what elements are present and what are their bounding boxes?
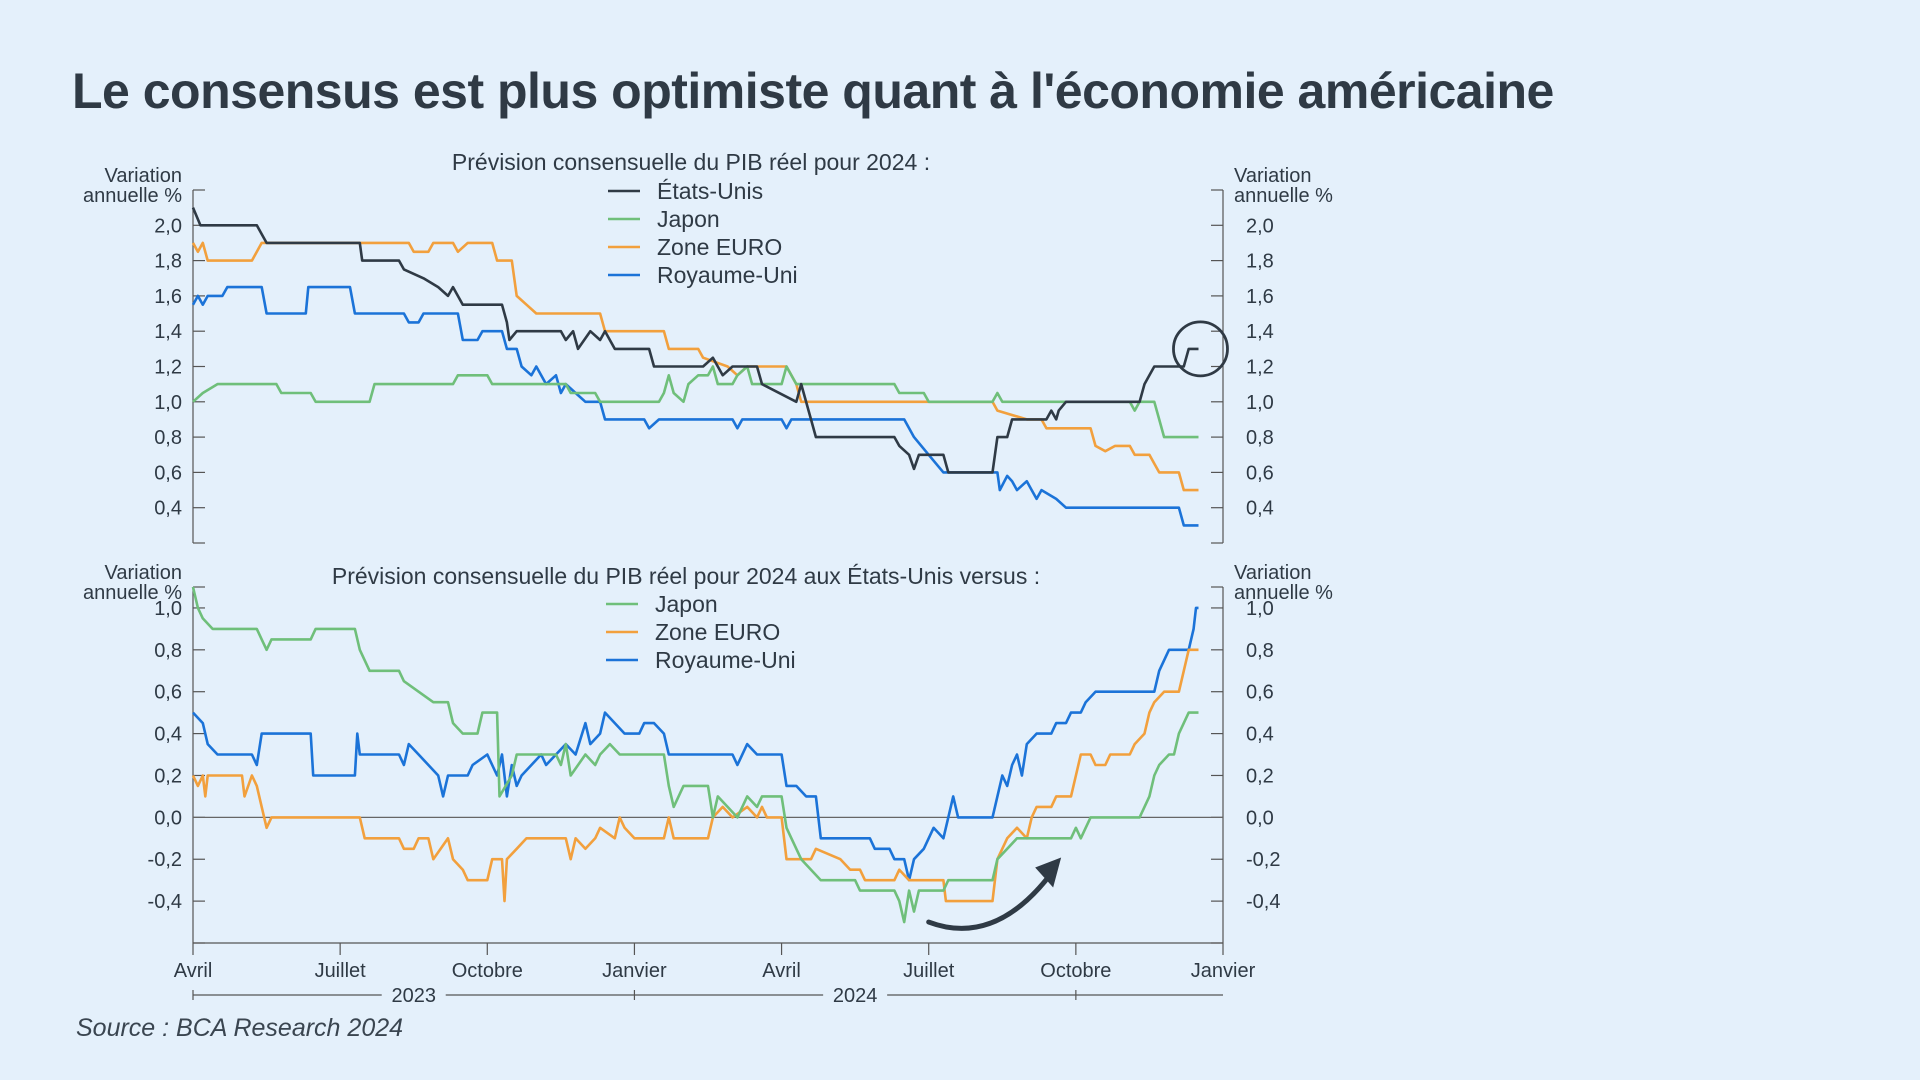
x-tick-label: Avril [762, 960, 801, 982]
series-line-royaume-uni [192, 606, 1199, 882]
y-tick-label-left: 1,0 [154, 392, 182, 414]
y-tick-label-left: 1,8 [154, 251, 182, 273]
series-line-japon [191, 586, 1199, 924]
y-tick-label-right: 0,8 [1246, 640, 1274, 662]
y-axis-title-left: annuelle % [83, 582, 182, 604]
y-tick-label-right: 1,2 [1246, 357, 1274, 379]
y-tick-label-right: 0,2 [1246, 765, 1274, 787]
y-tick-label-left: 1,4 [154, 321, 182, 343]
year-label-bg [823, 985, 888, 1005]
legend-label: Japon [655, 591, 718, 617]
y-tick-label-left: 2,0 [154, 215, 182, 237]
y-tick-label-left: 0,0 [154, 807, 182, 829]
x-tick-label: Juillet [315, 960, 367, 982]
y-axis-title-right: Variation [1234, 562, 1311, 584]
y-axis-title-left: Variation [105, 165, 182, 187]
y-tick-label-left: 0,4 [154, 724, 182, 746]
y-tick-label-right: 1,4 [1246, 321, 1274, 343]
y-tick-label-right: 0,4 [1246, 498, 1274, 520]
year-label: 2024 [833, 985, 878, 1007]
y-tick-label-left: 0,2 [154, 765, 182, 787]
x-tick-label: Janvier [1191, 960, 1256, 982]
page-title: Le consensus est plus optimiste quant à … [72, 63, 1554, 119]
y-axis-title-left: annuelle % [83, 185, 182, 207]
y-tick-label-left: 0,4 [154, 498, 182, 520]
y-tick-label-left: -0,4 [148, 891, 182, 913]
y-tick-label-left: -0,2 [148, 849, 182, 871]
x-tick-label: Janvier [602, 960, 667, 982]
year-label: 2023 [391, 985, 436, 1007]
x-tick-label: Juillet [903, 960, 955, 982]
y-tick-label-left: 0,6 [154, 462, 182, 484]
y-axis-title-right: annuelle % [1234, 185, 1333, 207]
series-line-royaume-uni [191, 285, 1199, 527]
series-line-zone-euro [191, 241, 1199, 492]
series-line-japon [192, 365, 1199, 439]
y-tick-label-left: 1,6 [154, 286, 182, 308]
legend-label: Japon [657, 206, 720, 232]
annotation-circle [1172, 320, 1229, 378]
y-tick-label-right: 0,0 [1246, 807, 1274, 829]
y-tick-label-right: 1,6 [1246, 286, 1274, 308]
y-tick-label-right: 1,8 [1246, 251, 1274, 273]
legend-label: États-Unis [657, 178, 763, 204]
y-tick-label-left: 0,8 [154, 427, 182, 449]
legend-label: Royaume-Uni [657, 262, 798, 288]
panel-2: Prévision consensuelle du PIB réel pour … [83, 562, 1333, 944]
year-label-bg [381, 985, 446, 1005]
source-note: Source : BCA Research 2024 [76, 1014, 404, 1042]
x-axis: Avril Juillet Octobre Janvier Avril Juillet Oc… [174, 942, 1256, 1007]
y-tick-label-right: 0,8 [1246, 427, 1274, 449]
series-line--tats-unis [191, 207, 1199, 474]
panel-title: Prévision consensuelle du PIB réel pour … [332, 563, 1040, 589]
y-tick-label-right: 1,0 [1246, 392, 1274, 414]
legend-label: Royaume-Uni [655, 647, 796, 673]
annotation-arrow [926, 871, 1054, 931]
legend-label: Zone EURO [657, 234, 782, 260]
y-tick-label-left: 0,8 [154, 640, 182, 662]
y-tick-label-right: -0,4 [1246, 891, 1280, 913]
legend-label: Zone EURO [655, 619, 780, 645]
panel-1: Prévision consensuelle du PIB réel pour … [83, 149, 1333, 544]
y-tick-label-left: 1,2 [154, 357, 182, 379]
y-axis-title-left: Variation [105, 562, 182, 584]
x-tick-label: Octobre [1040, 960, 1111, 982]
y-tick-label-right: 0,6 [1246, 682, 1274, 704]
x-tick-label: Avril [174, 960, 213, 982]
y-tick-label-right: 0,6 [1246, 462, 1274, 484]
y-tick-label-right: 2,0 [1246, 215, 1274, 237]
y-tick-label-right: 1,0 [1246, 598, 1274, 620]
panel-title: Prévision consensuelle du PIB réel pour … [452, 149, 930, 175]
y-tick-label-right: -0,2 [1246, 849, 1280, 871]
x-tick-label: Octobre [452, 960, 523, 982]
y-axis-title-right: annuelle % [1234, 582, 1333, 604]
y-axis-title-right: Variation [1234, 165, 1311, 187]
y-tick-label-left: 0,6 [154, 682, 182, 704]
y-tick-label-left: 1,0 [154, 598, 182, 620]
annotation-arrowhead [1035, 857, 1062, 888]
y-tick-label-right: 0,4 [1246, 724, 1274, 746]
